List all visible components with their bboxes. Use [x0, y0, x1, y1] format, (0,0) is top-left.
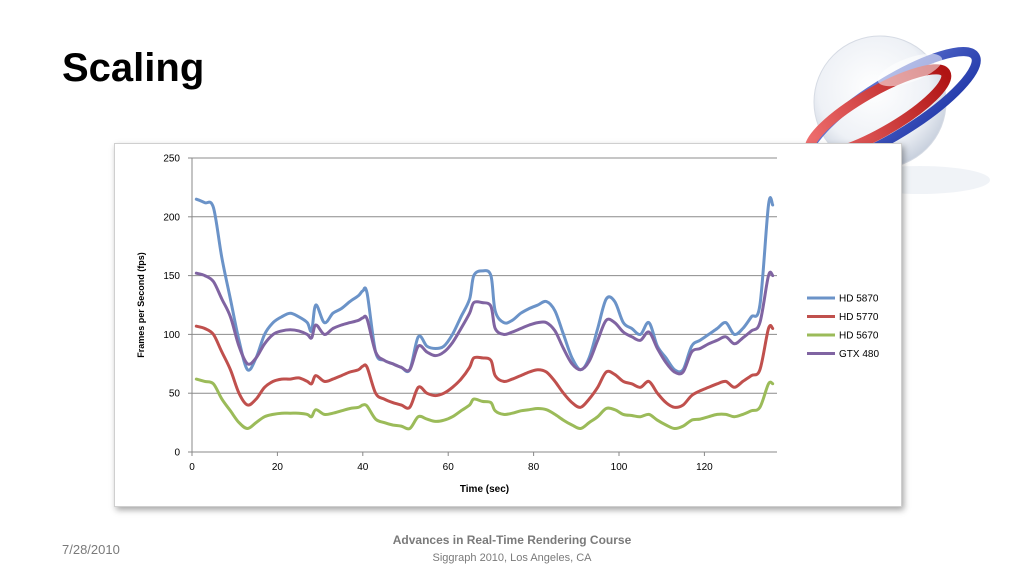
legend: HD 5870 HD 5770 HD 5670 GTX 480 — [807, 294, 879, 360]
series-line-hd-5670 — [194, 377, 775, 431]
axes — [191, 158, 777, 453]
fps-line-chart: 0 50 100 150 200 250 0 20 40 60 80 100 120 Time (se… — [136, 154, 879, 496]
series-line-hd-5870 — [194, 196, 775, 374]
y-tick-label: 200 — [163, 212, 180, 223]
x-tick-labels: 0 20 40 60 80 100 120 — [189, 452, 713, 473]
x-tick-label: 0 — [189, 462, 195, 473]
legend-label-hd-5670: HD 5670 — [839, 331, 879, 342]
footer-date: 7/28/2010 — [62, 542, 120, 557]
y-axis-label: Frames per Second (fps) — [136, 252, 146, 358]
legend-label-gtx-480: GTX 480 — [839, 349, 879, 360]
y-tick-label: 150 — [163, 271, 180, 282]
y-tick-label: 50 — [169, 389, 181, 400]
legend-label-hd-5770: HD 5770 — [839, 312, 879, 323]
series-line-gtx-480 — [194, 270, 775, 376]
footer-venue: Siggraph 2010, Los Angeles, CA — [432, 552, 592, 564]
x-tick-label: 60 — [443, 462, 455, 473]
chart-frame: 0 50 100 150 200 250 0 20 40 60 80 100 120 Time (se… — [114, 143, 902, 507]
gridlines — [192, 157, 777, 394]
series-line-hd-5770 — [194, 324, 775, 410]
x-tick-label: 80 — [528, 462, 540, 473]
x-tick-label: 100 — [611, 462, 628, 473]
slide-title: Scaling — [62, 46, 205, 90]
y-tick-label: 0 — [174, 448, 180, 459]
series-lines — [194, 196, 775, 431]
y-tick-labels: 0 50 100 150 200 250 — [163, 154, 192, 459]
y-tick-label: 100 — [163, 330, 180, 341]
x-tick-label: 40 — [357, 462, 369, 473]
x-axis-label: Time (sec) — [460, 484, 509, 495]
y-tick-label: 250 — [163, 154, 180, 165]
x-tick-label: 20 — [272, 462, 284, 473]
footer-course: Advances in Real-Time Rendering Course — [392, 533, 632, 547]
legend-label-hd-5870: HD 5870 — [839, 294, 879, 305]
x-tick-label: 120 — [696, 462, 713, 473]
